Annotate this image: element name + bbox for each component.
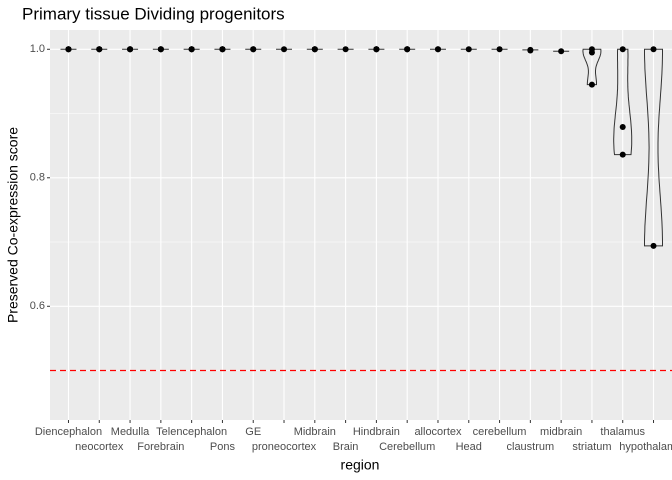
chart-title: Primary tissue Dividing progenitors (22, 4, 285, 23)
point (619, 46, 626, 53)
x-tick-label: claustrum (507, 441, 555, 453)
point (250, 46, 257, 53)
point (373, 46, 380, 53)
point (157, 46, 164, 53)
point (127, 46, 134, 53)
point (281, 46, 288, 53)
x-tick-label: Diencephalon (35, 426, 102, 438)
panel (50, 30, 672, 420)
x-tick-label: Brain (333, 441, 359, 453)
x-tick-label: proneocortex (252, 441, 317, 453)
point (588, 81, 595, 88)
point (619, 151, 626, 158)
x-tick-label: Midbrain (294, 426, 336, 438)
point (527, 46, 534, 53)
y-tick-label: 0.6 (30, 300, 45, 312)
x-tick-label: striatum (572, 441, 611, 453)
violin (582, 48, 602, 86)
x-tick-label: allocortex (414, 426, 462, 438)
x-tick-label: Cerebellum (379, 441, 435, 453)
x-tick-label: GE (245, 426, 261, 438)
x-tick-label: Head (456, 441, 482, 453)
point (404, 46, 411, 53)
x-tick-label: Forebrain (137, 441, 184, 453)
point (96, 46, 103, 53)
x-tick-label: cerebellum (473, 426, 527, 438)
point (619, 124, 626, 131)
x-tick-label: neocortex (75, 441, 124, 453)
x-tick-label: hypothalamus (619, 441, 672, 453)
point (188, 46, 195, 53)
point (650, 242, 657, 249)
x-tick-label: Hindbrain (353, 426, 400, 438)
point (650, 46, 657, 53)
point (558, 48, 565, 55)
point (465, 46, 472, 53)
point (342, 46, 349, 53)
x-tick-label: midbrain (540, 426, 582, 438)
point (496, 46, 503, 53)
x-tick-label: Pons (210, 441, 236, 453)
x-tick-label: Telencephalon (156, 426, 227, 438)
point (311, 46, 318, 53)
x-axis-label: region (341, 457, 380, 473)
point (65, 46, 72, 53)
point (219, 46, 226, 53)
point (588, 49, 595, 56)
y-tick-label: 0.8 (30, 172, 45, 184)
y-axis-label: Preserved Co-expression score (5, 127, 21, 323)
x-tick-label: Medulla (111, 426, 150, 438)
violin (644, 48, 663, 247)
y-tick-label: 1.0 (30, 43, 45, 55)
x-tick-label: thalamus (600, 426, 645, 438)
violin (613, 48, 633, 156)
point (434, 46, 441, 53)
